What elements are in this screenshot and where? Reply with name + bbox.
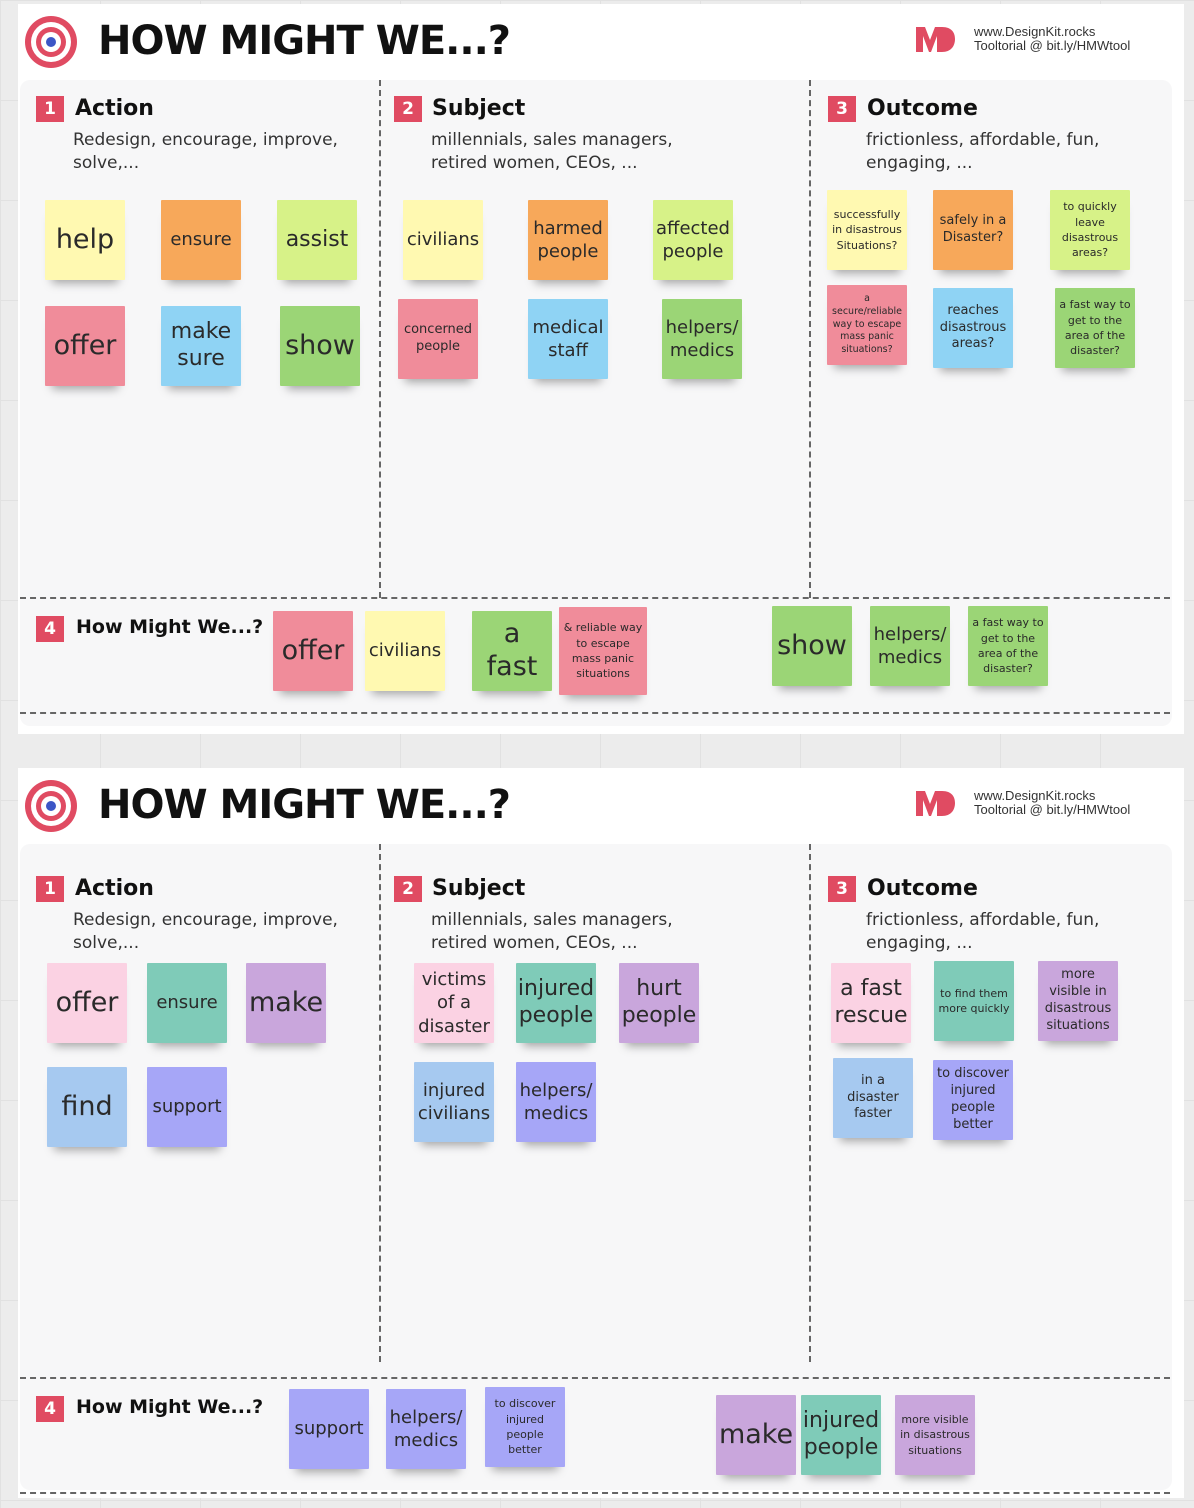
sticky-note[interactable]: injured people (516, 963, 596, 1043)
sticky-note[interactable]: civilians (365, 611, 445, 691)
brand-tooltorial[interactable]: Tooltorial @ bit.ly/HMWtool (974, 38, 1131, 53)
sticky-note[interactable]: hurt people (619, 963, 699, 1043)
board-title: HOW MIGHT WE...? (98, 782, 511, 828)
sticky-note[interactable]: concerned people (398, 299, 478, 379)
sticky-note[interactable]: safely in a Disaster? (933, 190, 1013, 270)
sticky-note[interactable]: victims of a disaster (414, 963, 494, 1043)
section-title-action: Action (75, 96, 154, 121)
sticky-note[interactable]: offer (273, 611, 353, 691)
section-number-outcome: 3 (828, 96, 856, 122)
sticky-note[interactable]: offer (47, 963, 127, 1043)
hmw-board-1: HOW MIGHT WE...? www.DesignKit.rocks Too… (18, 4, 1184, 734)
designkit-logo-icon (916, 791, 955, 816)
section-number-action: 1 (36, 96, 64, 122)
column-divider (809, 844, 811, 1362)
sticky-note[interactable]: injured people (801, 1395, 881, 1475)
sticky-note[interactable]: show (772, 606, 852, 686)
sticky-note[interactable]: support (289, 1389, 369, 1469)
sticky-note[interactable]: more visible in disastrous situations (895, 1395, 975, 1475)
board-area (20, 844, 1172, 1490)
section-desc-action: Redesign, encourage, improve, solve,... (73, 130, 338, 173)
section-number-hmw: 4 (36, 616, 64, 642)
sticky-note[interactable]: & reliable way to escape mass panic situ… (559, 607, 647, 695)
sticky-note[interactable]: a fast way to get to the area of the dis… (1055, 288, 1135, 368)
section-desc-outcome: frictionless, affordable, fun, engaging,… (866, 910, 1100, 953)
sticky-note[interactable]: successfully in disastrous Situations? (827, 190, 907, 270)
sticky-note[interactable]: ensure (161, 200, 241, 280)
target-icon (25, 780, 77, 832)
section-desc-subject: millennials, sales managers, retired wom… (431, 910, 673, 953)
sticky-note[interactable]: support (147, 1067, 227, 1147)
designkit-logo-icon (916, 27, 955, 52)
sticky-note[interactable]: to discover injured people better (485, 1387, 565, 1467)
section-title-hmw: How Might We...? (76, 1396, 264, 1418)
sticky-note[interactable]: assist (277, 200, 357, 280)
section-desc-outcome: frictionless, affordable, fun, engaging,… (866, 130, 1100, 173)
section-title-subject: Subject (432, 96, 526, 121)
target-icon (25, 16, 77, 68)
hmw-board-2: HOW MIGHT WE...? www.DesignKit.rocks Too… (18, 768, 1184, 1498)
section-title-subject: Subject (432, 876, 526, 901)
section-title-outcome: Outcome (867, 876, 978, 901)
column-divider (379, 80, 381, 598)
row-divider (20, 1377, 1170, 1379)
sticky-note[interactable]: reaches disastrous areas? (933, 288, 1013, 368)
sticky-note[interactable]: injured civilians (414, 1062, 494, 1142)
sticky-note[interactable]: show (280, 306, 360, 386)
sticky-note[interactable]: more visible in disastrous situations (1038, 961, 1118, 1041)
sticky-note[interactable]: harmed people (528, 200, 608, 280)
sticky-note[interactable]: make sure (161, 306, 241, 386)
sticky-note[interactable]: helpers/ medics (386, 1389, 466, 1469)
sticky-note[interactable]: affected people (653, 200, 733, 280)
section-title-action: Action (75, 876, 154, 901)
sticky-note[interactable]: a secure/reliable way to escape mass pan… (827, 285, 907, 365)
sticky-note[interactable]: in a disaster faster (833, 1058, 913, 1138)
sticky-note[interactable]: civilians (403, 200, 483, 280)
section-desc-subject: millennials, sales managers, retired wom… (431, 130, 673, 173)
sticky-note[interactable]: helpers/ medics (516, 1062, 596, 1142)
row-divider (20, 1492, 1170, 1494)
sticky-note[interactable]: help (45, 200, 125, 280)
brand-tooltorial[interactable]: Tooltorial @ bit.ly/HMWtool (974, 802, 1131, 817)
sticky-note[interactable]: find (47, 1067, 127, 1147)
sticky-note[interactable]: make (716, 1395, 796, 1475)
sticky-note[interactable]: helpers/ medics (662, 299, 742, 379)
board-title: HOW MIGHT WE...? (98, 18, 511, 64)
section-number-outcome: 3 (828, 876, 856, 902)
section-title-hmw: How Might We...? (76, 616, 264, 638)
section-desc-action: Redesign, encourage, improve, solve,... (73, 910, 338, 953)
sticky-note[interactable]: make (246, 963, 326, 1043)
sticky-note[interactable]: a fast way to get to the area of the dis… (968, 606, 1048, 686)
sticky-note[interactable]: a fast rescue (831, 963, 911, 1043)
sticky-note[interactable]: a fast (472, 611, 552, 691)
sticky-note[interactable]: helpers/ medics (870, 606, 950, 686)
brand-url[interactable]: www.DesignKit.rocks (974, 24, 1096, 39)
section-number-hmw: 4 (36, 1396, 64, 1422)
sticky-note[interactable]: to discover injured people better (933, 1060, 1013, 1140)
sticky-note[interactable]: medical staff (528, 299, 608, 379)
column-divider (809, 80, 811, 598)
section-number-action: 1 (36, 876, 64, 902)
section-title-outcome: Outcome (867, 96, 978, 121)
sticky-note[interactable]: ensure (147, 963, 227, 1043)
column-divider (379, 844, 381, 1362)
row-divider (20, 597, 1170, 599)
section-number-subject: 2 (394, 96, 422, 122)
sticky-note[interactable]: to quickly leave disastrous areas? (1050, 190, 1130, 270)
sticky-note[interactable]: to find them more quickly (934, 961, 1014, 1041)
section-number-subject: 2 (394, 876, 422, 902)
row-divider (20, 712, 1170, 714)
brand-url[interactable]: www.DesignKit.rocks (974, 788, 1096, 803)
sticky-note[interactable]: offer (45, 306, 125, 386)
